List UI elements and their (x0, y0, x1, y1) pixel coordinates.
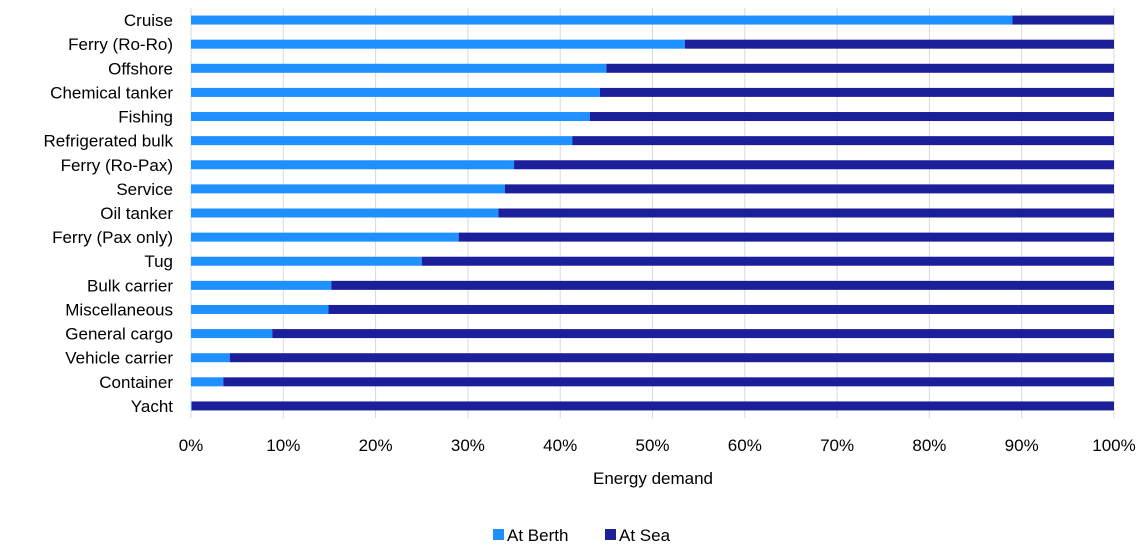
bar-at-sea (191, 401, 1115, 411)
bar-at-berth (191, 208, 499, 218)
legend-label: At Berth (507, 526, 568, 545)
bar-at-sea (504, 184, 1114, 194)
x-tick-label: 10% (266, 436, 300, 455)
bar-at-berth (191, 329, 273, 339)
x-tick-label: 40% (543, 436, 577, 455)
bar-at-berth (191, 280, 332, 290)
category-label: Service (116, 180, 173, 199)
category-label: Ferry (Ro-Ro) (68, 35, 173, 54)
category-label: Tug (144, 252, 173, 271)
bar-at-sea (421, 256, 1114, 266)
category-label: Container (99, 373, 173, 392)
x-tick-label: 90% (1005, 436, 1039, 455)
bar-at-berth (191, 136, 573, 146)
bar-at-berth (191, 377, 224, 387)
bar-at-sea (458, 232, 1114, 242)
category-label: Chemical tanker (50, 83, 173, 102)
bar-at-sea (229, 353, 1115, 363)
bar-at-berth (191, 112, 590, 122)
bar-at-sea (328, 304, 1115, 314)
bar-at-berth (191, 256, 422, 266)
bars (191, 15, 1115, 411)
bar-at-sea (272, 329, 1114, 339)
bar-at-sea (331, 280, 1114, 290)
category-label: Yacht (131, 397, 173, 416)
bar-at-sea (684, 39, 1114, 49)
x-tick-label: 50% (635, 436, 669, 455)
category-label: Ferry (Pax only) (52, 228, 173, 247)
bar-at-sea (599, 87, 1114, 97)
x-tick-label: 80% (912, 436, 946, 455)
category-label: Refrigerated bulk (44, 132, 174, 151)
category-label: Bulk carrier (87, 276, 173, 295)
bar-at-berth (191, 401, 192, 411)
category-label: Oil tanker (100, 204, 173, 223)
bar-at-sea (589, 112, 1114, 122)
category-label: Fishing (118, 108, 173, 127)
category-label: Ferry (Ro-Pax) (61, 156, 173, 175)
legend-swatch (493, 529, 504, 540)
bar-at-berth (191, 304, 329, 314)
bar-at-sea (514, 160, 1114, 170)
legend-swatch (605, 529, 616, 540)
bar-at-sea (223, 377, 1114, 387)
bar-at-sea (1012, 15, 1114, 25)
legend: At Berth At Sea (493, 526, 671, 545)
category-label: Cruise (124, 11, 173, 30)
x-tick-label: 70% (820, 436, 854, 455)
bar-at-berth (191, 184, 505, 194)
x-tick-label: 20% (359, 436, 393, 455)
category-label: Vehicle carrier (65, 349, 173, 368)
bar-at-berth (191, 232, 459, 242)
bar-at-berth (191, 15, 1013, 25)
bar-at-sea (498, 208, 1114, 218)
x-tick-label: 30% (451, 436, 485, 455)
category-label: Miscellaneous (65, 300, 173, 319)
bar-at-sea (606, 63, 1114, 73)
bar-at-berth (191, 353, 230, 363)
bar-at-sea (572, 136, 1114, 146)
category-label: General cargo (65, 325, 173, 344)
x-tick-label: 100% (1092, 436, 1135, 455)
category-label: Offshore (108, 59, 173, 78)
x-axis-title: Energy demand (593, 469, 713, 488)
legend-label: At Sea (619, 526, 671, 545)
bar-at-berth (191, 63, 607, 73)
bar-at-berth (191, 87, 600, 97)
x-tick-labels: 0% 10% 20% 30% 40% 50% 60% 70% 80% 90% 100% (179, 436, 1136, 455)
bar-at-berth (191, 160, 515, 170)
x-tick-label: 0% (179, 436, 204, 455)
category-labels: Cruise Ferry (Ro-Ro) Offshore Chemical tank… (44, 11, 174, 416)
bar-at-berth (191, 39, 685, 49)
x-tick-label: 60% (728, 436, 762, 455)
